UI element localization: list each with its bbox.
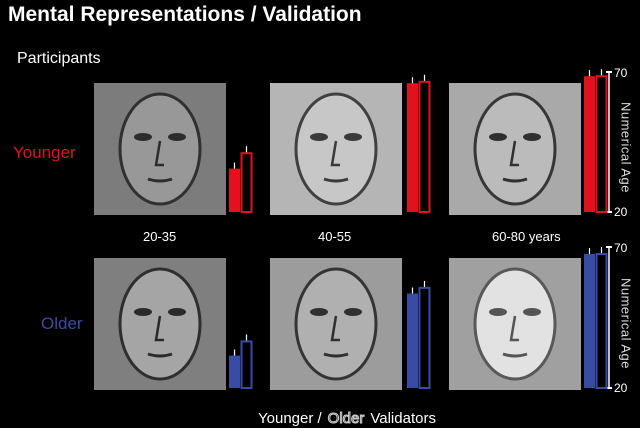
bar-older-validators: [418, 286, 431, 390]
bar-older-validators: [240, 152, 253, 213]
bar-younger-validators: [584, 76, 595, 212]
face-younger-60-80: [449, 83, 581, 215]
legend-younger: Younger /: [258, 410, 322, 427]
y-axis-label: Numerical Age: [618, 277, 634, 370]
tick-label: 20: [614, 205, 628, 219]
participants-label: Participants: [17, 50, 101, 67]
bar-older-validators: [240, 340, 253, 389]
bar-younger-validators: [229, 168, 240, 212]
face-older-40-55: [270, 258, 402, 390]
y-axis-label: Numerical Age: [618, 101, 634, 194]
face-younger-40-55: [270, 83, 402, 215]
age-range-label: 20-35: [143, 229, 177, 244]
tick-label: 70: [614, 66, 628, 80]
validators-legend: Younger / Older Validators: [258, 410, 436, 428]
bar-younger-validators: [584, 254, 595, 388]
bar-younger-validators: [407, 83, 418, 212]
age-range-label: 40-55: [318, 229, 352, 244]
tick-label: 20: [614, 381, 628, 395]
legend-validators: Validators: [370, 410, 436, 427]
face-younger-20-35: [94, 83, 226, 215]
bar-older-validators: [418, 80, 431, 213]
tick-label: 70: [614, 241, 628, 255]
face-older-20-35: [94, 258, 226, 390]
face-older-60-80: [449, 258, 581, 390]
bar-younger-validators: [407, 293, 418, 388]
bar-older-validators: [595, 253, 608, 389]
older-group-label: Older: [41, 314, 83, 333]
bar-older-validators: [595, 75, 608, 213]
page-title: Mental Representations / Validation: [8, 3, 362, 26]
bar-younger-validators: [229, 355, 240, 388]
legend-older: Older: [327, 410, 365, 428]
age-range-label: 60-80 years: [492, 229, 561, 244]
younger-group-label: Younger: [13, 143, 76, 162]
